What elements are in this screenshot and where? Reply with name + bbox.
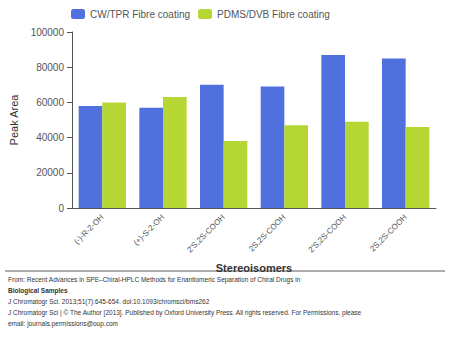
svg-text:J Chromatogr Sci. 2013;51(7):6: J Chromatogr Sci. 2013;51(7):645-654. do…: [8, 298, 210, 306]
svg-text:40000: 40000: [36, 132, 64, 143]
svg-text:Biological Samples: Biological Samples: [8, 287, 68, 295]
svg-text:2S,2S-COOH: 2S,2S-COOH: [368, 213, 409, 254]
svg-text:Stereoisomers: Stereoisomers: [216, 262, 292, 274]
svg-text:2'S,2S-COOH: 2'S,2S-COOH: [307, 213, 349, 255]
svg-text:2S,2S-COOH: 2S,2S-COOH: [247, 213, 288, 254]
svg-text:J Chromatogr Sci | © The Autho: J Chromatogr Sci | © The Author [2013]. …: [8, 309, 362, 317]
svg-text:Peak Area: Peak Area: [8, 94, 20, 146]
svg-text:(+)-S-2-OH: (+)-S-2-OH: [132, 213, 167, 248]
svg-text:20000: 20000: [36, 167, 64, 178]
svg-text:2'S,2S-COOH: 2'S,2S-COOH: [185, 213, 227, 255]
svg-text:0: 0: [58, 203, 64, 214]
svg-text:PDMS/DVB Fibre coating: PDMS/DVB Fibre coating: [217, 9, 330, 20]
svg-text:From: Recent Advances in SPE–C: From: Recent Advances in SPE–Chiral-HPLC…: [8, 276, 301, 284]
svg-text:60000: 60000: [36, 97, 64, 108]
svg-text:(-)-R-2-OH: (-)-R-2-OH: [72, 213, 105, 246]
svg-text:80000: 80000: [36, 62, 64, 73]
svg-text:email: journals.permissions@ou: email: journals.permissions@oup.com: [8, 320, 118, 328]
svg-text:100000: 100000: [31, 27, 65, 38]
svg-text:CW/TPR Fibre coating: CW/TPR Fibre coating: [90, 9, 190, 20]
